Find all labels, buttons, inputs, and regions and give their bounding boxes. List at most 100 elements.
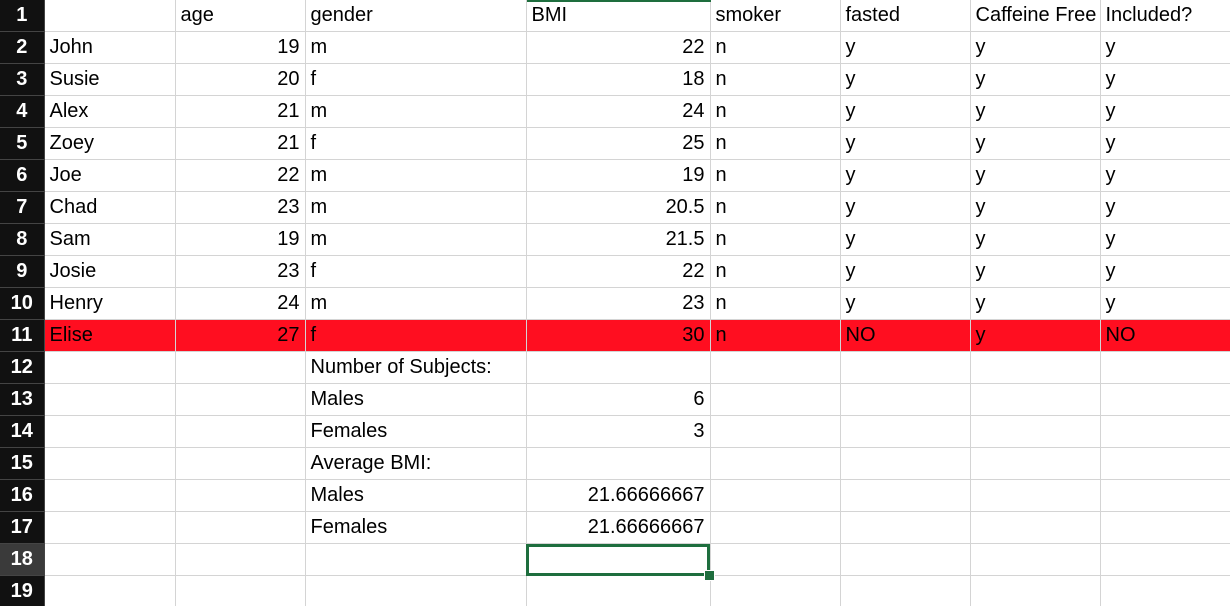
cell-average-bmi-label[interactable]: Average BMI: [305,447,527,480]
cell-gender[interactable]: m [305,159,527,192]
cell-age[interactable]: 21 [175,95,306,128]
cell-females-avg-label[interactable]: Females [305,511,527,544]
cell-empty[interactable] [175,383,306,416]
row-header[interactable]: 9 [0,255,45,288]
cell-fasted[interactable]: y [840,255,971,288]
cell-header-included[interactable]: Included? [1100,0,1230,32]
cell-males-avg-bmi[interactable]: 21.66666667 [526,479,711,512]
cell-included[interactable]: y [1100,95,1230,128]
cell-age[interactable]: 19 [175,31,306,64]
cell-empty[interactable] [970,383,1101,416]
cell-caffeine-free[interactable]: y [970,127,1101,160]
cell-empty[interactable] [710,575,841,606]
cell-number-of-subjects-label[interactable]: Number of Subjects: [305,351,527,384]
cell-smoker[interactable]: n [710,191,841,224]
cell-bmi[interactable]: 18 [526,63,711,96]
row-header[interactable]: 6 [0,159,45,192]
cell-bmi[interactable]: 30 [526,319,711,352]
cell-age[interactable]: 19 [175,223,306,256]
cell-included[interactable]: y [1100,31,1230,64]
cell-caffeine-free[interactable]: y [970,319,1101,352]
cell-empty[interactable] [1100,447,1230,480]
row-header[interactable]: 10 [0,287,45,320]
cell-empty[interactable] [710,415,841,448]
cell-gender[interactable]: f [305,127,527,160]
cell-empty[interactable] [710,383,841,416]
cell-included[interactable]: y [1100,255,1230,288]
cell-empty[interactable] [175,575,306,606]
cell-empty[interactable] [44,575,176,606]
cell-age[interactable]: 21 [175,127,306,160]
cell-empty[interactable] [840,543,971,576]
cell-fasted[interactable]: y [840,31,971,64]
cell-header-age[interactable]: age [175,0,306,32]
cell-empty[interactable] [1100,415,1230,448]
cell-header-gender[interactable]: gender [305,0,527,32]
cell-empty[interactable] [840,575,971,606]
cell-gender[interactable]: m [305,287,527,320]
fill-handle[interactable] [704,569,715,581]
cell-smoker[interactable]: n [710,63,841,96]
cell-gender[interactable]: m [305,95,527,128]
cell-empty[interactable] [1100,383,1230,416]
cell-empty[interactable] [970,447,1101,480]
cell-empty[interactable] [710,543,841,576]
cell-empty[interactable] [1100,543,1230,576]
cell-empty[interactable] [44,415,176,448]
cell-empty[interactable] [175,479,306,512]
cell-included[interactable]: NO [1100,319,1230,352]
cell-empty[interactable] [1100,575,1230,606]
cell-name[interactable]: Chad [44,191,176,224]
cell-name[interactable]: Henry [44,287,176,320]
cell-smoker[interactable]: n [710,255,841,288]
cell-bmi[interactable]: 22 [526,255,711,288]
cell-included[interactable]: y [1100,191,1230,224]
cell-bmi[interactable]: 21.5 [526,223,711,256]
cell-fasted[interactable]: y [840,127,971,160]
cell-caffeine-free[interactable]: y [970,159,1101,192]
cell-males-count[interactable]: 6 [526,383,711,416]
cell-age[interactable]: 24 [175,287,306,320]
cell-name[interactable]: Sam [44,223,176,256]
cell-header-fasted[interactable]: fasted [840,0,971,32]
cell-smoker[interactable]: n [710,223,841,256]
cell-empty[interactable] [175,511,306,544]
cell-empty[interactable] [840,479,971,512]
row-header[interactable]: 1 [0,0,45,32]
row-header[interactable]: 19 [0,575,45,606]
cell-fasted[interactable]: NO [840,319,971,352]
cell-empty[interactable] [840,351,971,384]
cell-bmi[interactable]: 24 [526,95,711,128]
cell-caffeine-free[interactable]: y [970,95,1101,128]
cell-empty[interactable] [175,543,306,576]
cell-caffeine-free[interactable]: y [970,287,1101,320]
row-header[interactable]: 14 [0,415,45,448]
cell-empty[interactable] [175,351,306,384]
cell-included[interactable]: y [1100,287,1230,320]
cell-age[interactable]: 27 [175,319,306,352]
cell-fasted[interactable]: y [840,223,971,256]
cell-empty[interactable] [526,351,711,384]
cell-name[interactable]: Joe [44,159,176,192]
cell-empty[interactable] [44,543,176,576]
cell-fasted[interactable]: y [840,191,971,224]
cell-smoker[interactable]: n [710,95,841,128]
cell-name[interactable]: Zoey [44,127,176,160]
row-header-active[interactable]: 18 [0,543,45,576]
cell-bmi[interactable]: 22 [526,31,711,64]
cell-bmi[interactable]: 19 [526,159,711,192]
row-header[interactable]: 8 [0,223,45,256]
cell-bmi[interactable]: 25 [526,127,711,160]
cell-included[interactable]: y [1100,159,1230,192]
cell-name[interactable]: Alex [44,95,176,128]
cell-header-name[interactable] [44,0,176,32]
cell-empty[interactable] [1100,511,1230,544]
cell-empty[interactable] [175,447,306,480]
cell-empty[interactable] [970,479,1101,512]
cell-empty[interactable] [526,447,711,480]
cell-empty[interactable] [44,383,176,416]
cell-header-smoker[interactable]: smoker [710,0,841,32]
cell-fasted[interactable]: y [840,63,971,96]
cell-empty[interactable] [710,447,841,480]
row-header[interactable]: 13 [0,383,45,416]
